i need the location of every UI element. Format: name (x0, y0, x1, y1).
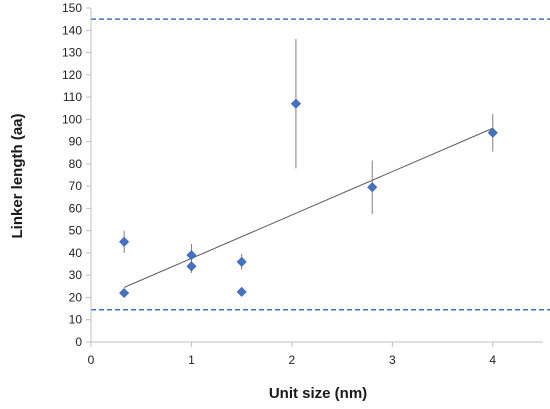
x-tick-label: 0 (88, 353, 95, 367)
y-tick-label: 0 (75, 335, 82, 349)
y-tick-label: 110 (63, 90, 82, 104)
tick-labels-layer: 0 10 20 30 40 50 60 70 80 90 100 110 120 130 140 150 0 1 2… (62, 1, 496, 367)
y-tick-label: 140 (62, 23, 82, 37)
y-tick-label: 150 (62, 1, 82, 15)
data-point (367, 182, 378, 193)
data-point (186, 261, 197, 272)
y-tick-label: 80 (69, 157, 83, 171)
data-point (487, 127, 498, 138)
y-tick-label: 70 (69, 179, 83, 193)
y-tick-label: 10 (69, 313, 83, 327)
y-tick-label: 120 (62, 68, 82, 82)
y-tick-label: 40 (69, 246, 83, 260)
x-tick-label: 1 (188, 353, 195, 367)
y-tick-label: 60 (69, 201, 83, 215)
x-axis-title: Unit size (nm) (269, 385, 367, 402)
x-tick-label: 2 (289, 353, 296, 367)
trend-line (123, 127, 493, 288)
data-points-layer (119, 98, 498, 299)
axes-layer (86, 7, 543, 347)
data-point (119, 236, 130, 247)
y-tick-label: 130 (62, 46, 82, 60)
y-tick-label: 90 (69, 135, 83, 149)
error-bars-layer (123, 39, 494, 297)
y-axis-title: Linker length (aa) (9, 113, 26, 238)
y-tick-label: 30 (69, 268, 83, 282)
data-point (290, 98, 301, 109)
x-tick-label: 4 (489, 353, 496, 367)
y-tick-label: 20 (69, 290, 83, 304)
y-tick-label: 100 (62, 112, 82, 126)
reference-lines-layer (91, 18, 550, 311)
trendline-layer (123, 127, 493, 288)
data-point (236, 286, 247, 297)
data-point (186, 250, 197, 261)
x-tick-label: 3 (389, 353, 396, 367)
data-point (119, 287, 130, 299)
data-point (236, 256, 247, 267)
y-tick-label: 50 (69, 224, 83, 238)
